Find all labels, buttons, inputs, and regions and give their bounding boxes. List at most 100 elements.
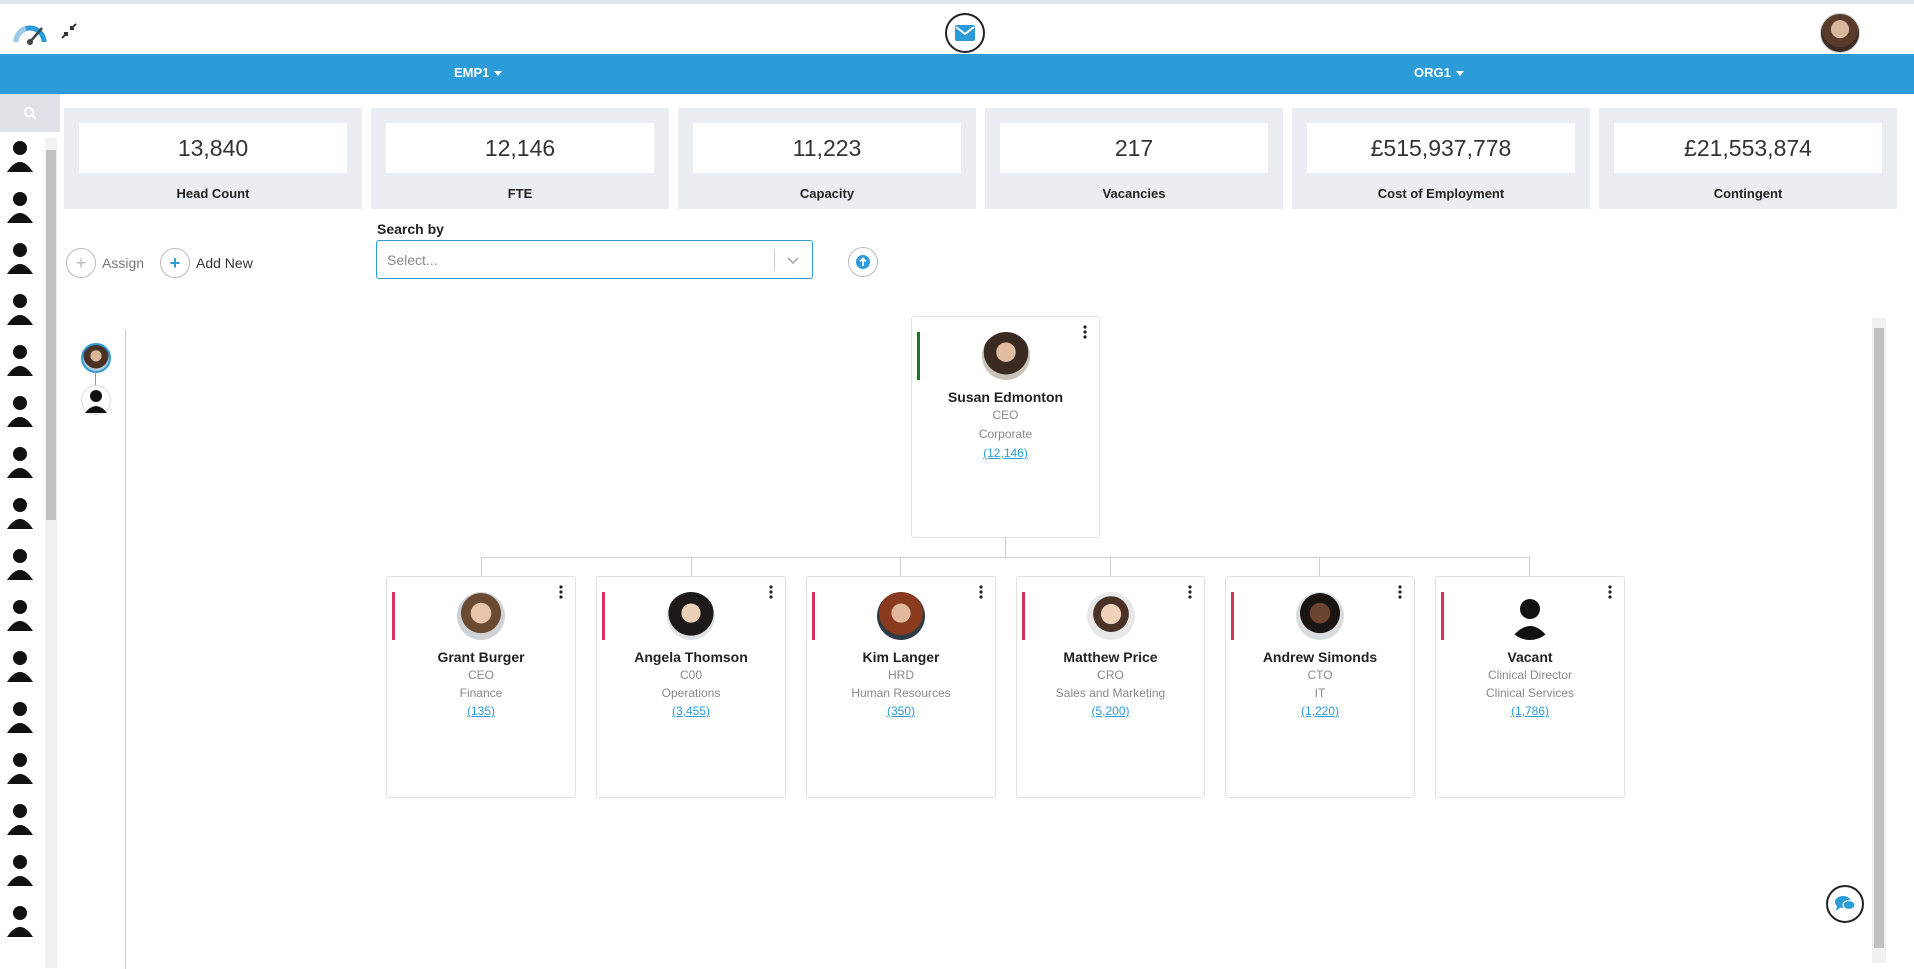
status-bar	[917, 332, 920, 380]
connector-line	[1319, 557, 1320, 577]
org-card-root[interactable]: Susan Edmonton CEO Corporate (12,146)	[911, 316, 1100, 538]
person-silhouette-icon[interactable]	[81, 385, 111, 415]
avatar	[981, 332, 1030, 380]
add-new-label: Add New	[196, 255, 253, 271]
sidebar-person-icon[interactable]	[6, 801, 34, 835]
emp-dropdown[interactable]: EMP1	[454, 65, 502, 80]
kebab-menu-icon[interactable]	[1083, 325, 1087, 339]
employee-dept: Sales and Marketing	[1055, 686, 1166, 700]
tree-left-border	[125, 330, 126, 969]
sidebar-person-icon[interactable]	[6, 699, 34, 733]
compress-arrows-icon[interactable]	[60, 22, 78, 40]
avatar	[667, 592, 715, 640]
sidebar-person-icon[interactable]	[6, 138, 34, 172]
mail-button[interactable]	[945, 13, 985, 53]
kebab-menu-icon[interactable]	[559, 585, 563, 599]
sidebar-person-icon[interactable]	[6, 342, 34, 376]
sidebar-person-icon[interactable]	[6, 648, 34, 682]
avatar	[1086, 592, 1135, 640]
employee-title: Clinical Director	[1487, 668, 1573, 682]
status-bar	[392, 592, 395, 640]
search-select[interactable]: Select...	[376, 240, 813, 279]
employee-count-link[interactable]: (3,455)	[671, 704, 711, 718]
employee-title: CEO	[992, 408, 1019, 422]
sidebar-person-icon[interactable]	[6, 903, 34, 937]
sidebar-scrollbar[interactable]	[45, 138, 57, 968]
stat-capacity: 11,223 Capacity	[678, 108, 976, 209]
select-separator	[774, 249, 775, 271]
user-avatar[interactable]	[1820, 13, 1860, 53]
org-card-angela-thomson[interactable]: Angela Thomson C00 Operations (3,455)	[596, 576, 786, 798]
stat-value: £21,553,874	[1614, 123, 1882, 173]
employee-dept: Clinical Services	[1485, 686, 1575, 700]
connector-line	[1005, 538, 1006, 558]
kebab-menu-icon[interactable]	[769, 585, 773, 599]
employee-count-link[interactable]: (350)	[886, 704, 915, 718]
avatar	[877, 592, 925, 640]
org-card-kim-langer[interactable]: Kim Langer HRD Human Resources (350)	[806, 576, 996, 798]
stat-label: Cost of Employment	[1377, 186, 1505, 201]
employee-count-link[interactable]: (12,146)	[983, 446, 1028, 460]
status-bar	[1231, 592, 1234, 640]
sidebar-person-icon[interactable]	[6, 495, 34, 529]
kebab-menu-icon[interactable]	[1608, 585, 1612, 599]
org-dropdown[interactable]: ORG1	[1414, 65, 1464, 80]
add-new-button[interactable]: + Add New	[160, 248, 253, 278]
connector-line	[691, 557, 692, 577]
sidebar-person-icon[interactable]	[6, 291, 34, 325]
employee-dept: Operations	[661, 686, 721, 700]
assign-button[interactable]: + Assign	[66, 248, 144, 278]
employee-count-link[interactable]: (1,786)	[1510, 704, 1550, 718]
search-by-label: Search by	[377, 221, 444, 237]
search-placeholder: Select...	[387, 252, 438, 268]
connector-line	[481, 557, 1530, 558]
stat-value: 217	[1000, 123, 1268, 173]
org-card-andrew-simonds[interactable]: Andrew Simonds CTO IT (1,220)	[1225, 576, 1415, 798]
stat-label: Vacancies	[1102, 186, 1166, 201]
sidebar-person-icon[interactable]	[6, 444, 34, 478]
employee-count-link[interactable]: (1,220)	[1300, 704, 1340, 718]
sidebar-person-icon[interactable]	[6, 546, 34, 580]
kebab-menu-icon[interactable]	[979, 585, 983, 599]
employee-dept: Finance	[459, 686, 503, 700]
employee-name: Andrew Simonds	[1262, 649, 1378, 665]
org-card-vacant[interactable]: Vacant Clinical Director Clinical Servic…	[1435, 576, 1625, 798]
sidebar-person-icon[interactable]	[6, 240, 34, 274]
status-bar	[1022, 592, 1025, 640]
sidebar-person-icon[interactable]	[6, 189, 34, 223]
plus-icon: +	[160, 248, 190, 278]
employee-title: HRD	[888, 668, 914, 682]
sidebar-person-icon[interactable]	[6, 597, 34, 631]
sidebar-search-button[interactable]	[0, 94, 60, 132]
kebab-menu-icon[interactable]	[1398, 585, 1402, 599]
filter-bar: EMP1 ORG1	[0, 54, 1914, 94]
arrow-up-icon	[856, 255, 870, 269]
stat-contingent: £21,553,874 Contingent	[1599, 108, 1897, 209]
main-scrollbar[interactable]	[1872, 318, 1886, 963]
employee-title: CTO	[1307, 668, 1333, 682]
kebab-menu-icon[interactable]	[1188, 585, 1192, 599]
search-icon	[23, 106, 37, 120]
stat-cost-of-employment: £515,937,778 Cost of Employment	[1292, 108, 1590, 209]
employee-count-link[interactable]: (5,200)	[1091, 704, 1130, 718]
navigate-up-button[interactable]	[848, 247, 878, 277]
org-card-grant-burger[interactable]: Grant Burger CEO Finance (135)	[386, 576, 576, 798]
chat-button[interactable]	[1826, 885, 1864, 923]
chat-bubbles-icon	[1835, 896, 1856, 911]
stat-label: Head Count	[176, 186, 250, 201]
sidebar-person-icon[interactable]	[6, 750, 34, 784]
sidebar-person-icon[interactable]	[6, 393, 34, 427]
stat-value: 11,223	[693, 123, 961, 173]
envelope-icon	[955, 25, 975, 41]
sidebar-scroll-thumb[interactable]	[46, 150, 56, 520]
stat-value: 13,840	[79, 123, 347, 173]
mini-avatar-root[interactable]	[81, 343, 111, 373]
sidebar-person-icon[interactable]	[6, 852, 34, 886]
employee-dept: Corporate	[978, 427, 1033, 441]
top-bar	[0, 0, 1914, 54]
connector-line	[1110, 557, 1111, 577]
org-card-matthew-price[interactable]: Matthew Price CRO Sales and Marketing (5…	[1016, 576, 1205, 798]
main-scroll-thumb[interactable]	[1874, 328, 1884, 948]
speedometer-logo-icon[interactable]	[12, 16, 48, 50]
employee-count-link[interactable]: (135)	[466, 704, 495, 718]
